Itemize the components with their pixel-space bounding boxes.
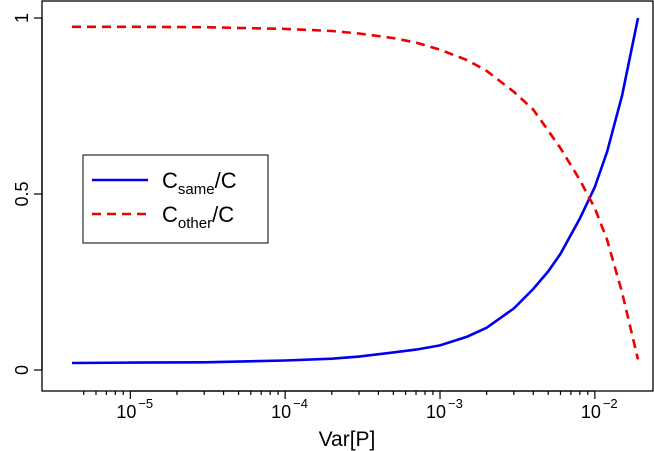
x-tick-label: 10 — [581, 402, 601, 422]
y-axis: 00.51 — [12, 13, 43, 375]
x-tick-label: 10 — [426, 402, 446, 422]
legend: Csame/C Cother/C — [82, 154, 269, 244]
x-tick-label: 10 — [271, 402, 291, 422]
legend-label-c-other: Cother/C — [162, 202, 234, 232]
series-line-c-same — [71, 17, 640, 365]
x-tick-exponent: −3 — [448, 396, 463, 411]
legend-box — [82, 154, 269, 244]
x-tick-exponent: −2 — [603, 396, 618, 411]
x-axis: 10 −5 10 −4 10 −3 10 −2 — [83, 390, 618, 422]
y-tick-label: 0 — [12, 365, 32, 375]
legend-label-c-same: Csame/C — [162, 168, 237, 198]
series-lines — [71, 17, 640, 365]
x-axis-title: Var[P] — [319, 428, 376, 451]
y-tick-label: 0.5 — [12, 181, 32, 206]
x-tick-exponent: −5 — [138, 396, 153, 411]
x-tick-exponent: −4 — [293, 396, 308, 411]
y-tick-label: 1 — [12, 13, 32, 23]
series-line-c-other — [72, 25, 640, 360]
x-tick-label: 10 — [116, 402, 136, 422]
